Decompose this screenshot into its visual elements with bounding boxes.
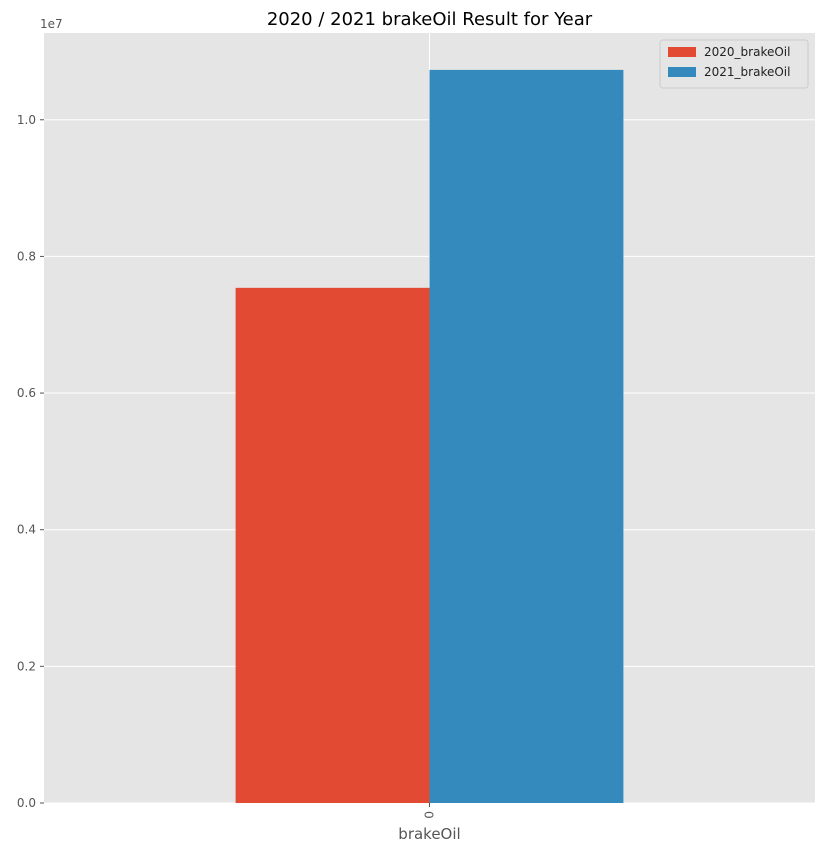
y-tick-label: 0.8: [17, 249, 36, 263]
legend-label-2020_brakeOil: 2020_brakeOil: [704, 45, 790, 59]
legend-label-2021_brakeOil: 2021_brakeOil: [704, 65, 790, 79]
x-axis: 0: [423, 803, 437, 819]
y-tick-label: 0.6: [17, 386, 36, 400]
y-tick-label: 1.0: [17, 113, 36, 127]
chart-title: 2020 / 2021 brakeOil Result for Year: [267, 9, 593, 30]
y-tick-label: 0.0: [17, 796, 36, 810]
x-tick-label: 0: [423, 811, 437, 819]
bar-2020_brakeOil: [235, 287, 430, 803]
y-axis: 0.0 0.2 0.4 0.6 0.8 1.0: [17, 113, 44, 810]
bar-2021_brakeOil: [429, 69, 624, 803]
legend: 2020_brakeOil 2021_brakeOil: [659, 39, 809, 89]
y-axis-offset-label: 1e7: [40, 17, 63, 31]
y-tick-label: 0.2: [17, 659, 36, 673]
x-axis-label: brakeOil: [398, 825, 460, 843]
y-tick-label: 0.4: [17, 523, 36, 537]
bars: [235, 69, 624, 803]
legend-box: [659, 39, 809, 89]
legend-swatch-2020_brakeOil: [668, 47, 696, 57]
legend-swatch-2021_brakeOil: [668, 67, 696, 77]
